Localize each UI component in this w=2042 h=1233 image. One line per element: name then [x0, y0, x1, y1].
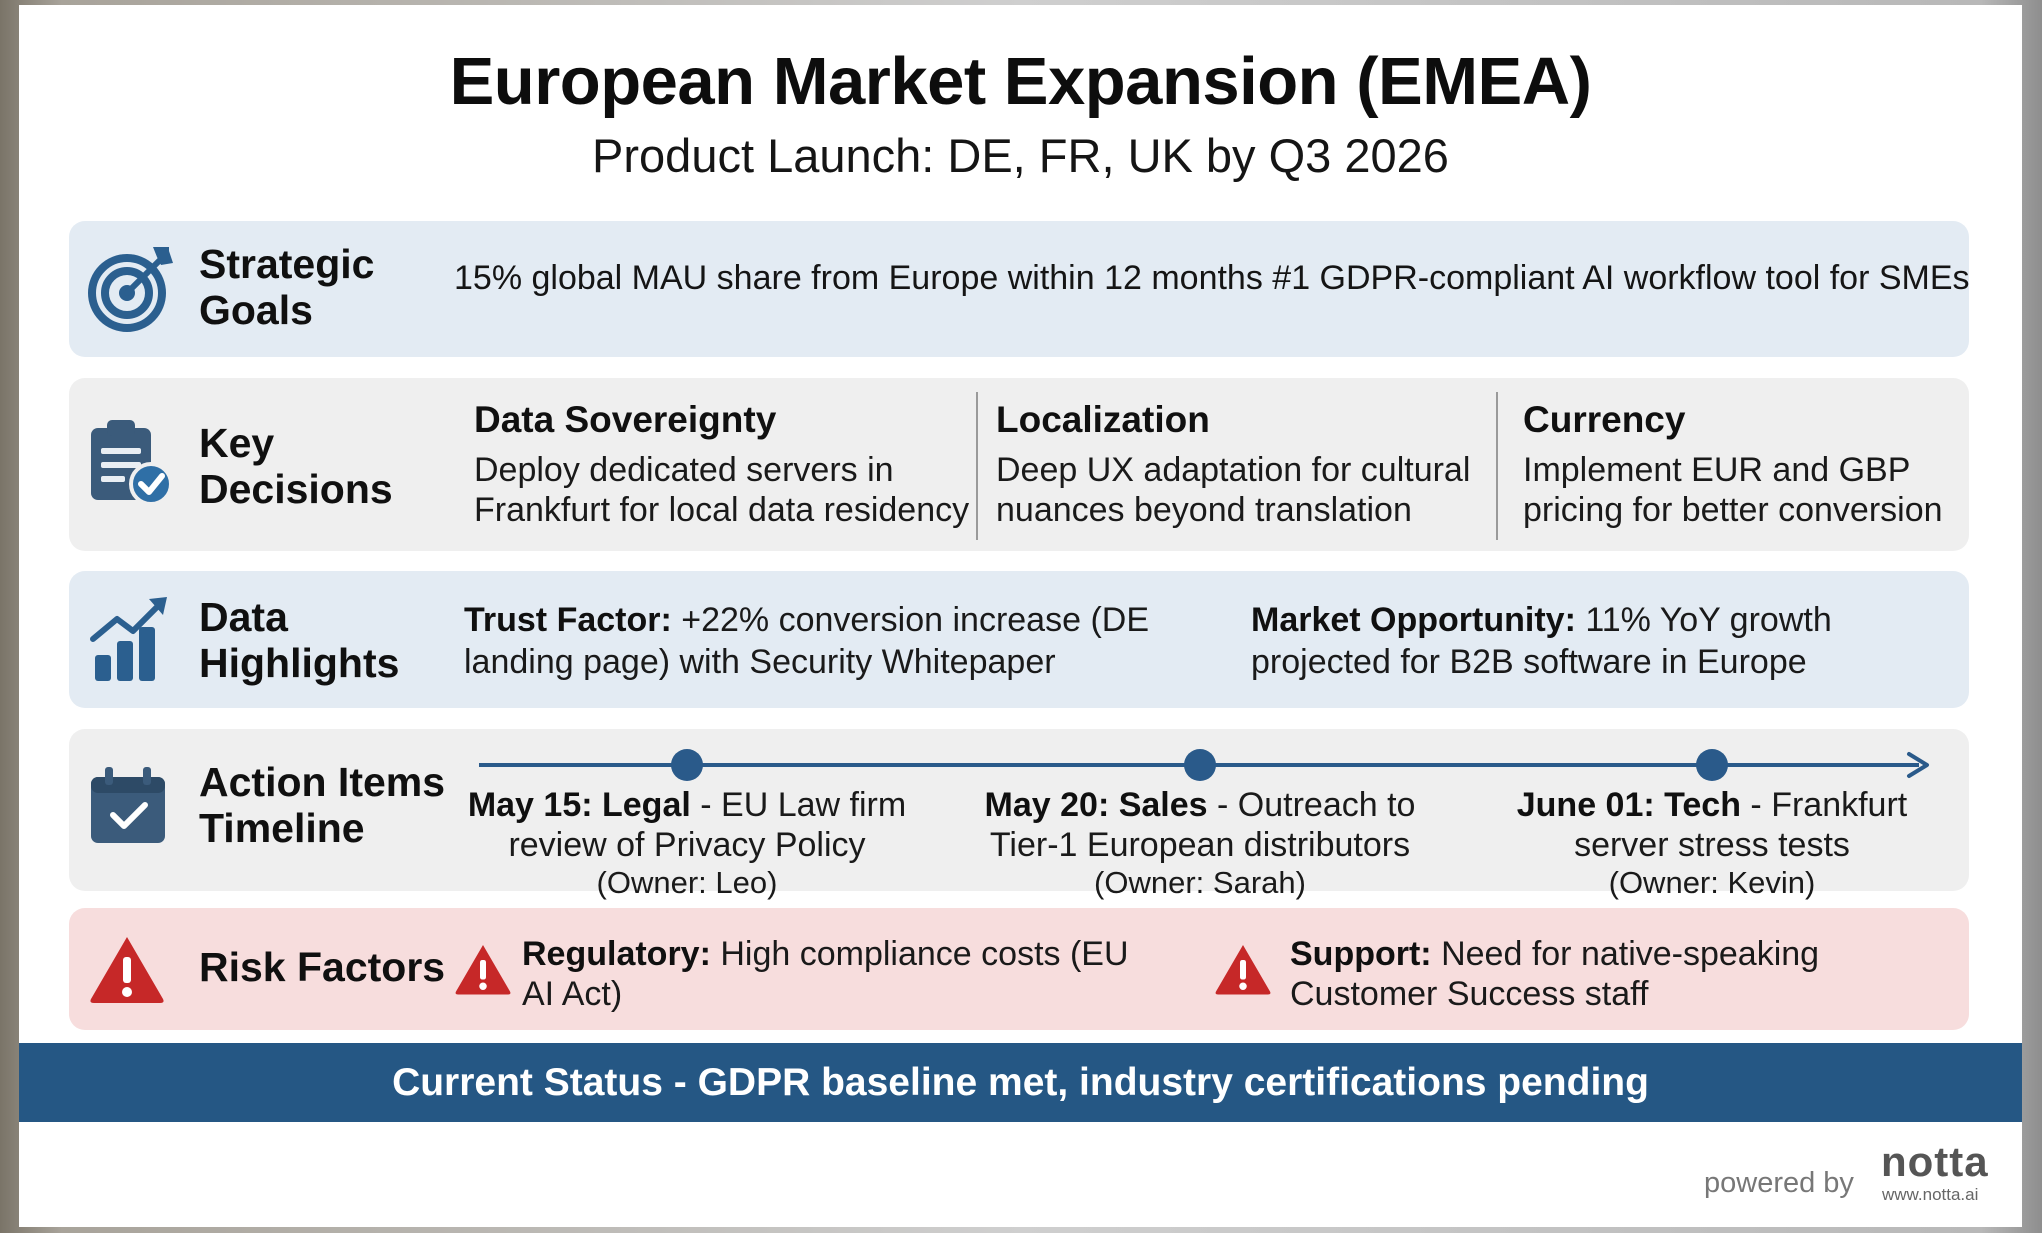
timeline-item-text: - EU Law firm [690, 786, 907, 824]
timeline-item-text: review of Privacy Policy [508, 826, 866, 864]
timeline-item-owner: (Owner: Kevin) [1608, 865, 1816, 900]
highlight-text: +22% conversion increase (DE [671, 601, 1149, 639]
strategic-goals-row: Strategic Goals 15% global MAU share fro… [69, 221, 1970, 357]
growth-chart-icon [90, 597, 167, 681]
risk-factors-label: Risk Factors [199, 944, 446, 990]
timeline-item-tech: June 01: Tech - Frankfurt server stress … [1462, 785, 1962, 901]
highlight-bold: Market Opportunity: [1251, 601, 1576, 639]
timeline-arrow-icon [1907, 752, 1929, 778]
timeline-item-bold: May 20: Sales [984, 786, 1208, 824]
risk-text: AI Act) [522, 975, 623, 1013]
decision-body-line: nuances beyond translation [996, 491, 1412, 529]
decision-body-line: Implement EUR and GBP [1523, 451, 1911, 489]
highlight-trust-factor: Trust Factor: +22% conversion increase (… [464, 599, 1149, 683]
calendar-check-icon [91, 767, 165, 843]
decision-data-sovereignty: Data Sovereignty Deploy dedicated server… [474, 398, 969, 530]
decision-currency: Currency Implement EUR and GBP pricing f… [1523, 398, 1943, 530]
data-highlights-label-line1: Data [199, 594, 288, 640]
data-highlights-row: Data Highlights Trust Factor: +22% conve… [69, 571, 1969, 708]
action-items-label: Action Items Timeline [199, 759, 445, 851]
decision-body: Deep UX adaptation for cultural nuances … [996, 450, 1470, 530]
timeline-item-owner: (Owner: Sarah) [1094, 865, 1306, 900]
risk-regulatory: Regulatory: High compliance costs (EU AI… [522, 934, 1129, 1014]
action-items-label-line2: Timeline [199, 805, 365, 851]
warning-icon [455, 945, 511, 995]
warning-icon [1215, 945, 1271, 995]
risk-text: High compliance costs (EU [710, 935, 1129, 973]
data-highlights-label: Data Highlights [199, 594, 399, 686]
strategic-goals-label-line2: Goals [199, 287, 313, 333]
data-highlights-label-line2: Highlights [199, 640, 400, 686]
action-items-label-line1: Action Items [199, 759, 446, 805]
decision-body: Implement EUR and GBP pricing for better… [1523, 450, 1943, 530]
key-decisions-label-line1: Key [199, 420, 275, 466]
clipboard-check-icon [91, 420, 173, 506]
highlight-bold: Trust Factor: [464, 601, 672, 639]
timeline-item-legal: May 15: Legal - EU Law firm review of Pr… [437, 785, 937, 901]
timeline-dot [1184, 749, 1216, 781]
timeline-item-text: - Outreach to [1207, 786, 1416, 824]
timeline-item-text: server stress tests [1574, 826, 1850, 864]
decision-body-line: Deploy dedicated servers in [474, 451, 894, 489]
notta-url: www.notta.ai [1882, 1185, 1979, 1204]
decision-title: Data Sovereignty [474, 399, 777, 440]
column-divider [1496, 392, 1498, 540]
strategic-goals-label: Strategic Goals [199, 241, 374, 333]
decision-body-line: Deep UX adaptation for cultural [996, 451, 1471, 489]
warning-icon [90, 937, 164, 1003]
action-items-row: Action Items Timeline May 15: Legal - EU… [69, 729, 1969, 900]
timeline-item-bold: May 15: Legal [467, 786, 691, 824]
decision-localization: Localization Deep UX adaptation for cult… [996, 398, 1470, 530]
powered-by-text: powered by [1704, 1167, 1854, 1199]
target-icon [88, 247, 173, 332]
decision-body: Deploy dedicated servers in Frankfurt fo… [474, 450, 969, 530]
risk-text: Customer Success staff [1290, 975, 1649, 1013]
risk-text: Need for native-speaking [1431, 935, 1820, 973]
timeline-dot [671, 749, 703, 781]
timeline-item-bold: June 01: Tech [1516, 786, 1741, 824]
key-decisions-row: Key Decisions Data Sovereignty Deploy de… [69, 378, 1969, 551]
timeline-item-text: - Frankfurt [1740, 786, 1908, 824]
column-divider [976, 392, 978, 540]
page-subtitle: Product Launch: DE, FR, UK by Q3 2026 [592, 129, 1449, 182]
highlight-market-opportunity: Market Opportunity: 11% YoY growth proje… [1251, 599, 1832, 683]
notta-logo: notta [1881, 1138, 1989, 1185]
strategic-goals-label-line1: Strategic [199, 241, 375, 287]
key-decisions-label-line2: Decisions [199, 466, 393, 512]
risk-support: Support: Need for native-speaking Custom… [1290, 934, 1819, 1014]
decision-title: Localization [996, 399, 1210, 440]
current-status-bar: Current Status - GDPR baseline met, indu… [19, 1043, 2022, 1122]
decision-title: Currency [1523, 399, 1686, 440]
risk-bold: Support: [1290, 935, 1432, 973]
key-decisions-label: Key Decisions [199, 420, 393, 512]
timeline-item-text: Tier-1 European distributors [989, 826, 1411, 864]
timeline-item-owner: (Owner: Leo) [596, 865, 778, 900]
highlight-text: 11% YoY growth [1575, 601, 1832, 639]
risk-factors-row: Risk Factors Regulatory: High compliance… [69, 908, 1969, 1030]
highlight-text: landing page) with Security Whitepaper [464, 643, 1056, 681]
risk-bold: Regulatory: [522, 935, 711, 973]
decision-body-line: pricing for better conversion [1523, 491, 1943, 529]
timeline-dot [1696, 749, 1728, 781]
decision-body-line: Frankfurt for local data residency [474, 491, 970, 529]
infographic-card: European Market Expansion (EMEA) Product… [19, 5, 2022, 1227]
highlight-text: projected for B2B software in Europe [1251, 643, 1807, 681]
strategic-goals-text: 15% global MAU share from Europe within … [454, 259, 1970, 297]
timeline-item-sales: May 20: Sales - Outreach to Tier-1 Europ… [950, 785, 1450, 901]
page-title: European Market Expansion (EMEA) [449, 44, 1592, 119]
